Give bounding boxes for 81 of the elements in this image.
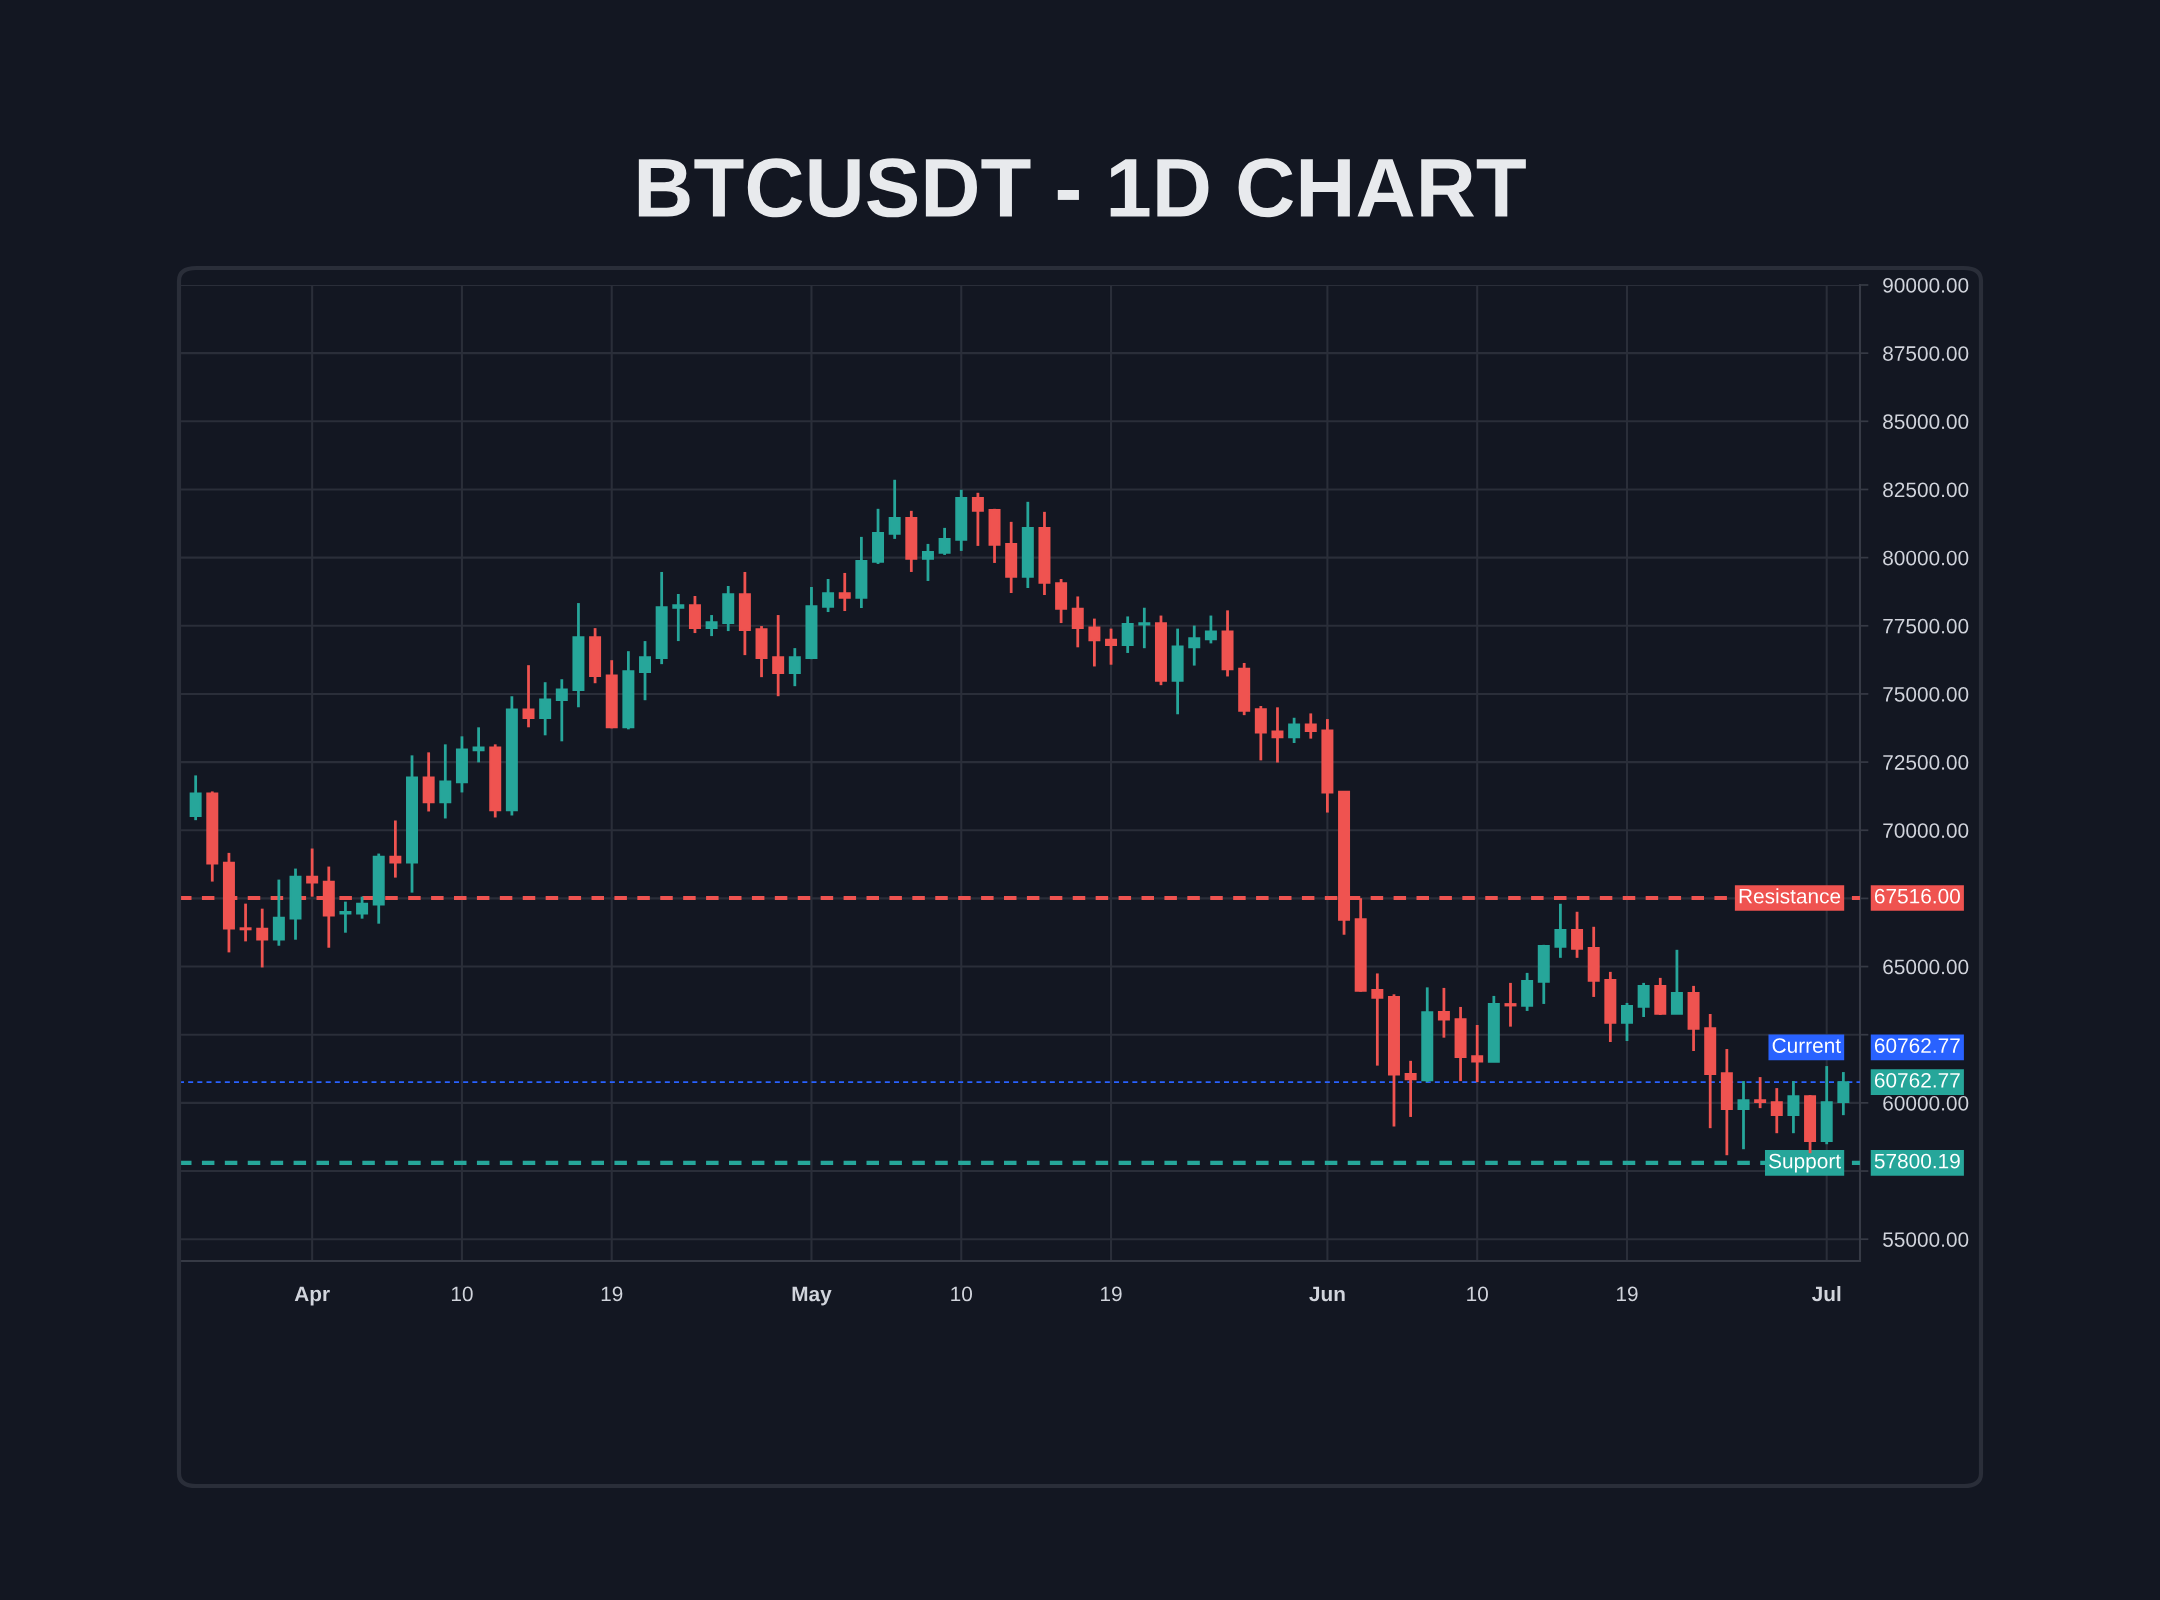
candlestick [1787, 1079, 1800, 1135]
y-tick-label: 75000.00 [1883, 686, 1969, 702]
x-tick-label: 19 [1101, 1286, 1122, 1302]
candlestick [1571, 910, 1584, 960]
candlestick [888, 478, 901, 541]
candlestick [1204, 614, 1217, 645]
candlestick [1737, 1079, 1750, 1151]
x-tick-label: May [792, 1286, 832, 1306]
candlestick [1754, 1075, 1767, 1110]
text: 60762.77 [1874, 1072, 1960, 1088]
legend-label: Current [1772, 1038, 1841, 1053]
candlestick [189, 774, 202, 822]
candlestick [1770, 1086, 1783, 1135]
y-tick-label: 90000.00 [1883, 278, 1969, 293]
candlestick [539, 680, 552, 737]
candlestick [822, 577, 835, 614]
candlestick [1288, 716, 1301, 745]
candlestick [639, 639, 652, 702]
candlestick [1138, 606, 1151, 650]
candlestick [1471, 1023, 1484, 1084]
y-tick-label: 60000.00 [1883, 1095, 1969, 1111]
x-tick-label: Apr [294, 1286, 330, 1306]
y-tick-label: 85000.00 [1883, 414, 1969, 430]
candlestick [1304, 712, 1317, 741]
candlestick [472, 725, 485, 764]
y-tick-label: 77500.00 [1883, 618, 1969, 634]
candlestick [256, 907, 269, 969]
ref-line-label: Support [1769, 1153, 1841, 1173]
candlestick [971, 491, 984, 548]
candlestick [1254, 704, 1267, 762]
y-tick-label: 80000.00 [1883, 550, 1969, 566]
x-tick-label: 19 [601, 1286, 623, 1302]
candlestick [921, 542, 934, 583]
candlestick [1837, 1070, 1850, 1117]
candlestick [788, 646, 801, 688]
candlestick [838, 571, 851, 613]
text: 67516.00 [1874, 888, 1960, 904]
x-tick-label: 10 [451, 1286, 473, 1302]
x-tick-label: Jul [1811, 1286, 1841, 1302]
candlestick [772, 613, 785, 698]
chart-title: BTCUSDT - 1D CHART [638, 158, 1526, 218]
candlestick [1188, 624, 1201, 667]
candlestick [272, 878, 285, 948]
candlestick [1554, 902, 1567, 960]
text: 60762.77 [1874, 1038, 1960, 1053]
candlestick [522, 663, 535, 729]
candlestick [439, 742, 452, 820]
y-tick-label: 70000.00 [1883, 823, 1969, 839]
ref-line-label: Resistance [1739, 888, 1841, 904]
y-tick-label: 65000.00 [1883, 959, 1969, 975]
candlestick [1504, 981, 1517, 1029]
text: 57800.19 [1874, 1153, 1960, 1169]
x-tick-label: 19 [1616, 1286, 1638, 1302]
candlestick [239, 902, 252, 943]
candlestick [306, 847, 319, 899]
candlestick [688, 594, 701, 635]
candlestick [1271, 705, 1284, 764]
candlestick [356, 895, 369, 921]
x-tick-label: Jun [1309, 1286, 1345, 1302]
candlestick [705, 613, 718, 638]
candlestick [389, 819, 402, 879]
candlestick [555, 677, 568, 743]
candlestick [1371, 972, 1384, 1068]
candlestick [938, 526, 951, 557]
candlestick [1105, 627, 1118, 667]
candlestick [1071, 595, 1084, 649]
candlestick [1088, 617, 1101, 668]
candlestick [672, 592, 685, 643]
y-tick-label: 55000.00 [1883, 1232, 1969, 1247]
y-tick-label: 87500.00 [1883, 346, 1969, 361]
y-tick-label: 72500.00 [1883, 755, 1969, 770]
candlestick [339, 900, 352, 935]
x-tick-label: 10 [1467, 1286, 1488, 1302]
candlestick [1620, 1001, 1633, 1043]
candlestick [1437, 986, 1450, 1040]
y-tick-label: 82500.00 [1883, 482, 1969, 498]
candlestick [1121, 615, 1134, 655]
x-tick-label: 10 [951, 1286, 973, 1302]
candlestick [1404, 1059, 1417, 1119]
candlestick [1637, 981, 1650, 1019]
candlestick [1670, 948, 1683, 1016]
